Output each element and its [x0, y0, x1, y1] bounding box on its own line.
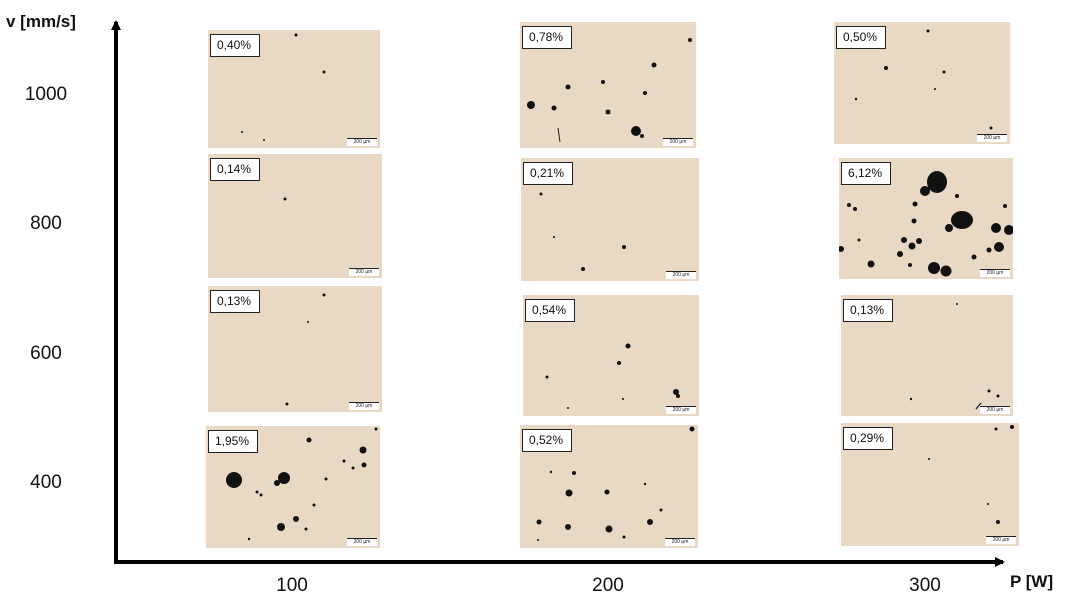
porosity-label: 0,13% [210, 290, 261, 313]
pores [226, 427, 378, 541]
scale-bar: 200 µm [349, 402, 379, 410]
scale-bar: 200 µm [666, 406, 696, 414]
micrograph-300w-400mms: 0,29% 200 µm [841, 423, 1019, 546]
micrograph-300w-1000mms: 0,50% 200 µm [834, 22, 1010, 144]
scale-bar: 200 µm [347, 538, 377, 546]
scale-bar: 200 µm [666, 271, 696, 279]
pores [536, 426, 695, 541]
pores [909, 303, 1000, 410]
pores [285, 293, 326, 406]
porosity-label: 0,13% [843, 299, 894, 322]
scale-bar: 200 µm [986, 536, 1016, 544]
pores [854, 29, 993, 130]
micrograph-100w-800mms: 0,14% 200 µm [208, 154, 382, 278]
porosity-label: 6,12% [841, 162, 892, 185]
scale-bar: 200 µm [665, 538, 695, 546]
micrograph-100w-400mms: 1,95% 200 µm [206, 426, 380, 548]
x-tick-300: 300 [909, 575, 941, 595]
pores [539, 192, 626, 271]
micrograph-200w-600mms: 0,54% 200 µm [523, 295, 699, 416]
porosity-label: 0,52% [522, 429, 573, 452]
porosity-label: 0,14% [210, 158, 261, 181]
y-tick-1000: 1000 [24, 84, 68, 105]
porosity-label: 0,21% [523, 162, 574, 185]
x-axis-title: P [W] [1010, 572, 1054, 591]
micrograph-100w-600mms: 0,13% 200 µm [208, 286, 382, 412]
micrograph-200w-400mms: 0,52% 200 µm [520, 425, 698, 548]
porosity-label: 0,54% [525, 299, 576, 322]
porosity-label: 1,95% [208, 430, 259, 453]
x-tick-100: 100 [276, 575, 308, 595]
scale-bar: 200 µm [980, 406, 1010, 414]
x-tick-200: 200 [592, 575, 624, 595]
pores [928, 425, 1014, 524]
porosity-label: 0,40% [210, 34, 261, 57]
micrograph-300w-600mms: 0,13% 200 µm [841, 295, 1013, 416]
pores [545, 343, 680, 409]
porosity-label: 0,50% [836, 26, 887, 49]
micrograph-200w-800mms: 0,21% 200 µm [521, 158, 699, 281]
scale-bar: 200 µm [977, 134, 1007, 142]
porosity-label: 0,29% [843, 427, 894, 450]
y-axis-title: v [mm/s] [6, 12, 76, 31]
micrograph-100w-1000mms: 0,40% 200 µm [208, 30, 380, 148]
micrograph-200w-1000mms: 0,78% 200 µm [520, 22, 696, 148]
micrograph-300w-800mms: 6,12% 200 µm [839, 158, 1013, 279]
scale-bar: 200 µm [349, 268, 379, 276]
pores [241, 33, 326, 141]
scale-bar: 200 µm [663, 138, 693, 146]
pores [527, 38, 692, 143]
scale-bar: 200 µm [347, 138, 377, 146]
y-tick-600: 600 [30, 343, 62, 364]
pores [283, 197, 287, 201]
pores [839, 171, 1013, 277]
y-tick-400: 400 [30, 472, 62, 493]
y-tick-800: 800 [30, 213, 62, 234]
scale-bar: 200 µm [980, 269, 1010, 277]
porosity-label: 0,78% [522, 26, 573, 49]
